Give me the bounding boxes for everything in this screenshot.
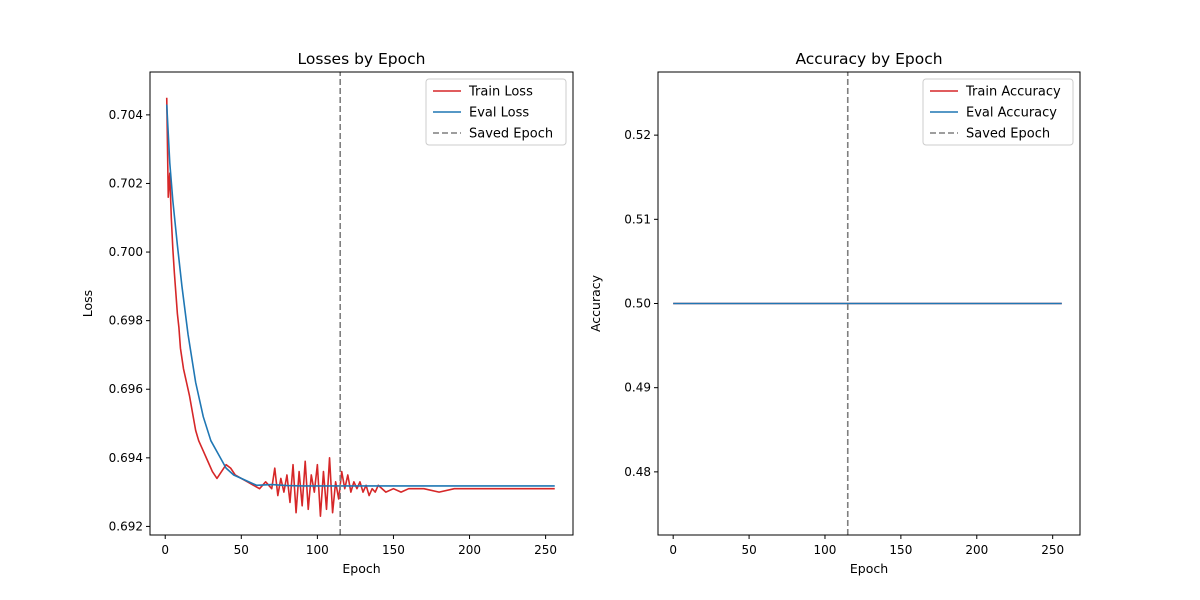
chart-title: Accuracy by Epoch [795, 50, 942, 68]
chart-panel-1: 0 50 100 150 200 250 0.692 0.694 0.696 0.698 0.700… [80, 50, 574, 576]
y-tick-label: 0.694 [109, 451, 143, 465]
x-tick-label: 0 [669, 543, 677, 557]
y-tick-label: 0.700 [109, 245, 143, 259]
legend-label: Train Loss [468, 85, 533, 100]
legend-label: Saved Epoch [966, 127, 1050, 142]
y-axis-label: Accuracy [588, 274, 603, 332]
x-tick-label: 200 [458, 543, 481, 557]
y-tick-label: 0.696 [109, 382, 143, 396]
x-tick-label: 100 [306, 543, 329, 557]
series-line-train-loss [165, 97, 555, 517]
x-tick-label: 100 [814, 543, 837, 557]
y-tick-label: 0.52 [624, 128, 651, 142]
x-tick-label: 50 [234, 543, 249, 557]
y-tick-label: 0.704 [109, 108, 143, 122]
legend-label: Eval Accuracy [966, 106, 1057, 121]
y-tick-label: 0.698 [109, 314, 143, 328]
x-tick-label: 200 [965, 543, 988, 557]
x-tick-label: 0 [161, 543, 169, 557]
x-tick-label: 250 [1041, 543, 1064, 557]
legend-label: Train Accuracy [965, 85, 1061, 100]
legend: Train Loss Eval Loss Saved Epoch [425, 78, 567, 146]
x-axis-label: Epoch [342, 561, 380, 576]
y-axis-label: Loss [80, 290, 95, 317]
y-tick-label: 0.50 [624, 297, 651, 311]
legend-label: Eval Loss [469, 106, 529, 121]
series-group [673, 72, 1062, 535]
chart-panel-2: 0 50 100 150 200 250 0.48 0.49 0.50 0.51 0.52 Accur… [588, 50, 1081, 576]
x-axis-label: Epoch [850, 561, 888, 576]
legend-label: Saved Epoch [469, 127, 553, 142]
x-tick-label: 50 [741, 543, 756, 557]
y-tick-label: 0.692 [109, 519, 143, 533]
y-tick-label: 0.51 [624, 212, 651, 226]
x-tick-label: 150 [889, 543, 912, 557]
y-tick-label: 0.48 [624, 465, 651, 479]
y-tick-label: 0.49 [624, 381, 651, 395]
series-line-eval-loss [165, 104, 555, 487]
chart-title: Losses by Epoch [298, 50, 426, 68]
legend-box [922, 78, 1074, 146]
legend-box [425, 78, 567, 146]
series-group [165, 72, 555, 535]
x-tick-label: 150 [382, 543, 405, 557]
plot-frame [149, 71, 574, 536]
y-tick-label: 0.702 [109, 176, 143, 190]
x-tick-label: 250 [534, 543, 557, 557]
legend: Train Accuracy Eval Accuracy Saved Epoch [922, 78, 1074, 146]
